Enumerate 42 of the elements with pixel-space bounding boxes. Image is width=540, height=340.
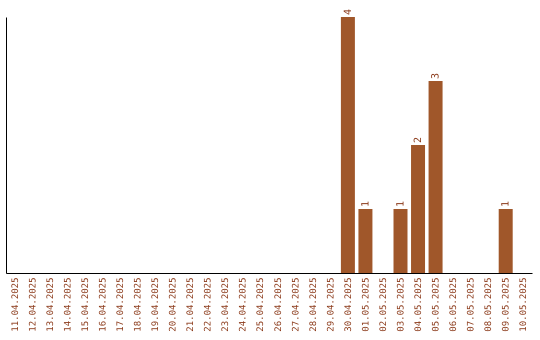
x-tick-label: 12.04.2025	[28, 278, 38, 332]
x-tick-label: 30.04.2025	[344, 278, 354, 332]
x-tick-label: 02.05.2025	[378, 278, 389, 332]
x-tick-label: 23.04.2025	[221, 278, 232, 332]
x-tick-label: 06.05.2025	[449, 278, 460, 332]
x-tick-label: 13.04.2025	[46, 278, 56, 332]
x-tick-label: 15.04.2025	[80, 278, 91, 332]
bar	[498, 209, 513, 273]
x-tick-label: 25.04.2025	[256, 278, 266, 332]
data-label: 4	[342, 8, 354, 15]
x-tick-label: 10.05.2025	[519, 278, 530, 332]
x-tick-label: 16.04.2025	[98, 278, 108, 332]
bar	[428, 81, 443, 273]
x-tick-label: 14.04.2025	[63, 278, 74, 332]
x-tick-label: 03.05.2025	[396, 278, 406, 332]
data-label: 1	[360, 200, 372, 207]
data-label: 1	[500, 200, 512, 207]
x-tick-label: 18.04.2025	[134, 278, 144, 332]
data-label: 1	[396, 200, 406, 207]
x-tick-label: 29.04.2025	[326, 278, 336, 332]
x-tick-label: 21.04.2025	[186, 278, 196, 332]
x-tick-label: 17.04.2025	[116, 278, 126, 332]
data-label: 3	[430, 72, 442, 79]
bar	[358, 209, 372, 273]
x-tick-label: 08.05.2025	[484, 278, 494, 332]
x-tick-label: 05.05.2025	[432, 278, 442, 332]
x-tick-label: 26.04.2025	[274, 278, 284, 332]
x-tick-label: 09.05.2025	[502, 278, 512, 332]
x-tick-label: 20.04.2025	[168, 278, 179, 332]
bar	[411, 145, 426, 273]
bar	[340, 17, 355, 273]
x-tick-label: 04.05.2025	[414, 278, 424, 332]
x-tick-label: 19.04.2025	[151, 278, 162, 332]
x-tick-label: 22.04.2025	[204, 278, 214, 332]
x-tick-label: 27.04.2025	[291, 278, 302, 332]
x-tick-label: 24.04.2025	[238, 278, 249, 332]
x-tick-label: 07.05.2025	[466, 278, 477, 332]
bar	[394, 209, 408, 273]
data-label: 2	[413, 136, 424, 143]
x-tick-label: 28.04.2025	[308, 278, 319, 332]
x-tick-label: 11.04.2025	[10, 278, 21, 332]
x-tick-label: 01.05.2025	[361, 278, 372, 332]
